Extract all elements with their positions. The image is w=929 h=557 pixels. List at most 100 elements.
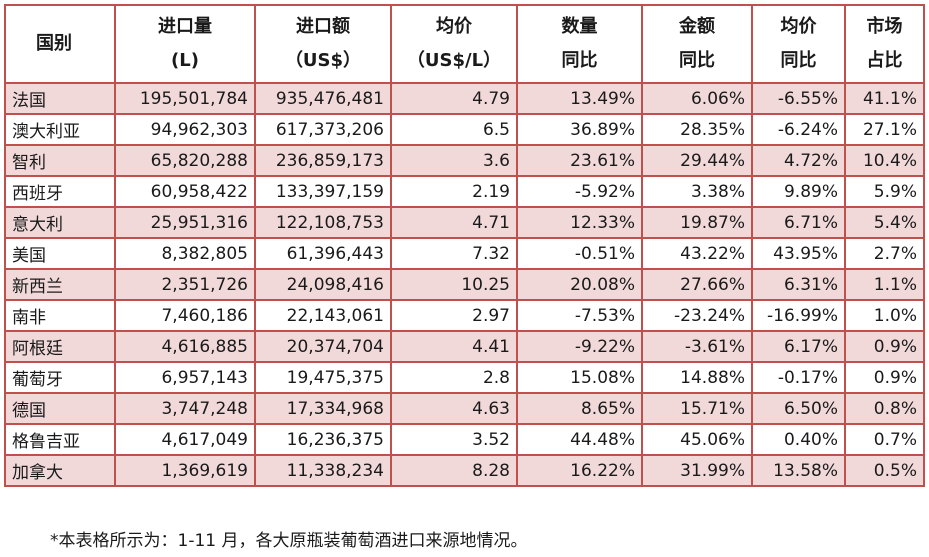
cell-volume-yoy: -9.22% [516, 330, 643, 363]
table-row: 加拿大 1,369,619 11,338,234 8.28 16.22% 31.99% 13… [4, 454, 925, 487]
cell-avg-price: 4.63 [390, 392, 518, 425]
cell-avg-price: 3.52 [390, 423, 518, 456]
cell-market-share: 41.1% [844, 82, 925, 115]
cell-import-value: 617,373,206 [254, 113, 392, 146]
footnote: *本表格所示为：1-11 月，各大原瓶装葡萄酒进口来源地情况。 [50, 531, 528, 551]
table-row: 德国 3,747,248 17,334,968 4.63 8.65% 15.71% 6.50… [4, 392, 925, 425]
cell-import-volume: 7,460,186 [114, 299, 256, 332]
cell-avg-price: 3.6 [390, 144, 518, 177]
cell-volume-yoy: 23.61% [516, 144, 643, 177]
table-body: 法国 195,501,784 935,476,481 4.79 13.49% 6.06% -… [4, 82, 925, 487]
header-unit: 同比 [780, 50, 817, 71]
cell-market-share: 1.1% [844, 268, 925, 301]
cell-value-yoy: 19.87% [641, 206, 753, 239]
cell-volume-yoy: -7.53% [516, 299, 643, 332]
cell-volume-yoy: 16.22% [516, 454, 643, 487]
header-label: 均价 [436, 16, 472, 37]
table-row: 法国 195,501,784 935,476,481 4.79 13.49% 6.06% -… [4, 82, 925, 115]
cell-value-yoy: 14.88% [641, 361, 753, 394]
cell-price-yoy: 6.50% [751, 392, 846, 425]
table-row: 意大利 25,951,316 122,108,753 4.71 12.33% 19.87%… [4, 206, 925, 239]
table-row: 智利 65,820,288 236,859,173 3.6 23.61% 29.44% 4.… [4, 144, 925, 177]
cell-import-volume: 1,369,619 [114, 454, 256, 487]
cell-value-yoy: 43.22% [641, 237, 753, 270]
table-row: 阿根廷 4,616,885 20,374,704 4.41 -9.22% -3.61% 6.… [4, 330, 925, 363]
cell-import-volume: 4,616,885 [114, 330, 256, 363]
header-label: 国别 [36, 33, 72, 54]
cell-avg-price: 6.5 [390, 113, 518, 146]
cell-import-value: 935,476,481 [254, 82, 392, 115]
cell-country: 阿根廷 [4, 330, 116, 363]
table-row: 澳大利亚 94,962,303 617,373,206 6.5 36.89% 28.35%… [4, 113, 925, 146]
header-unit: （US$） [284, 50, 362, 71]
cell-avg-price: 4.41 [390, 330, 518, 363]
header-import-volume: 进口量 (L) [114, 4, 256, 84]
cell-avg-price: 2.97 [390, 299, 518, 332]
header-label: 市场 [866, 16, 903, 37]
cell-import-volume: 4,617,049 [114, 423, 256, 456]
cell-import-volume: 2,351,726 [114, 268, 256, 301]
header-unit: （US$/L） [406, 50, 502, 71]
header-row: 国别 进口量 (L) 进口额 （US$） 均价 （US$/L） 数量 同比 [4, 4, 925, 84]
cell-avg-price: 4.71 [390, 206, 518, 239]
cell-country: 格鲁吉亚 [4, 423, 116, 456]
cell-import-volume: 60,958,422 [114, 175, 256, 208]
cell-country: 德国 [4, 392, 116, 425]
cell-price-yoy: -6.55% [751, 82, 846, 115]
cell-avg-price: 4.79 [390, 82, 518, 115]
header-unit: 同比 [561, 50, 598, 71]
cell-country: 智利 [4, 144, 116, 177]
cell-import-value: 24,098,416 [254, 268, 392, 301]
cell-import-value: 22,143,061 [254, 299, 392, 332]
cell-country: 加拿大 [4, 454, 116, 487]
cell-country: 美国 [4, 237, 116, 270]
header-value-yoy: 金额 同比 [641, 4, 753, 84]
table-header: 国别 进口量 (L) 进口额 （US$） 均价 （US$/L） 数量 同比 [4, 4, 925, 84]
cell-value-yoy: 45.06% [641, 423, 753, 456]
table-row: 南非 7,460,186 22,143,061 2.97 -7.53% -23.24% -1… [4, 299, 925, 332]
header-label: 进口量 [158, 16, 212, 37]
cell-market-share: 5.9% [844, 175, 925, 208]
cell-market-share: 0.8% [844, 392, 925, 425]
cell-volume-yoy: 20.08% [516, 268, 643, 301]
header-market-share: 市场 占比 [844, 4, 925, 84]
cell-market-share: 10.4% [844, 144, 925, 177]
cell-market-share: 0.9% [844, 361, 925, 394]
cell-price-yoy: 9.89% [751, 175, 846, 208]
cell-price-yoy: -16.99% [751, 299, 846, 332]
cell-import-value: 17,334,968 [254, 392, 392, 425]
cell-volume-yoy: 36.89% [516, 113, 643, 146]
cell-avg-price: 7.32 [390, 237, 518, 270]
cell-import-volume: 94,962,303 [114, 113, 256, 146]
cell-value-yoy: 28.35% [641, 113, 753, 146]
cell-volume-yoy: 12.33% [516, 206, 643, 239]
table-row: 新西兰 2,351,726 24,098,416 10.25 20.08% 27.66% 6… [4, 268, 925, 301]
cell-import-value: 133,397,159 [254, 175, 392, 208]
cell-import-value: 236,859,173 [254, 144, 392, 177]
cell-import-value: 16,236,375 [254, 423, 392, 456]
cell-market-share: 0.9% [844, 330, 925, 363]
cell-volume-yoy: 8.65% [516, 392, 643, 425]
cell-import-value: 61,396,443 [254, 237, 392, 270]
cell-volume-yoy: -0.51% [516, 237, 643, 270]
cell-value-yoy: -23.24% [641, 299, 753, 332]
cell-avg-price: 8.28 [390, 454, 518, 487]
cell-volume-yoy: 44.48% [516, 423, 643, 456]
cell-import-volume: 6,957,143 [114, 361, 256, 394]
cell-price-yoy: -0.17% [751, 361, 846, 394]
header-label: 数量 [561, 16, 598, 37]
cell-market-share: 1.0% [844, 299, 925, 332]
cell-country: 葡萄牙 [4, 361, 116, 394]
table-row: 西班牙 60,958,422 133,397,159 2.19 -5.92% 3.38% 9… [4, 175, 925, 208]
cell-country: 西班牙 [4, 175, 116, 208]
table-row: 葡萄牙 6,957,143 19,475,375 2.8 15.08% 14.88% -0.… [4, 361, 925, 394]
cell-price-yoy: 6.17% [751, 330, 846, 363]
cell-market-share: 2.7% [844, 237, 925, 270]
cell-country: 法国 [4, 82, 116, 115]
cell-value-yoy: 15.71% [641, 392, 753, 425]
cell-import-value: 19,475,375 [254, 361, 392, 394]
cell-price-yoy: 43.95% [751, 237, 846, 270]
cell-price-yoy: -6.24% [751, 113, 846, 146]
header-avg-price: 均价 （US$/L） [390, 4, 518, 84]
cell-market-share: 5.4% [844, 206, 925, 239]
